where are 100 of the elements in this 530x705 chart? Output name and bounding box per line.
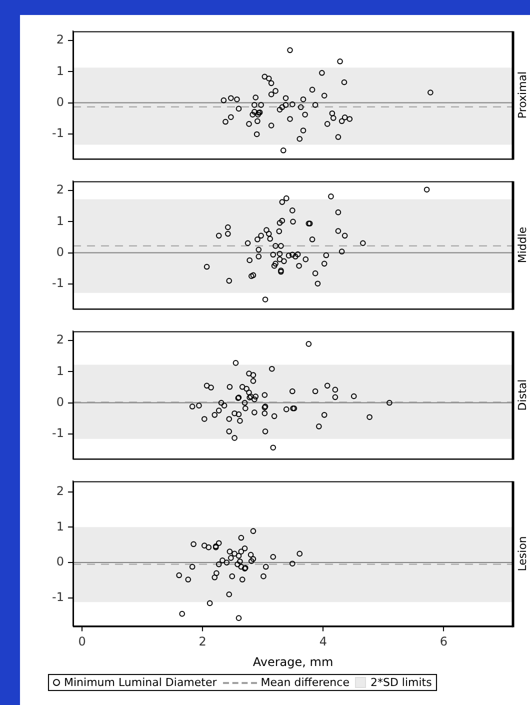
point bbox=[252, 108, 258, 115]
point bbox=[234, 561, 240, 568]
point bbox=[276, 106, 283, 113]
point bbox=[290, 252, 296, 258]
point bbox=[269, 366, 275, 372]
point bbox=[246, 257, 253, 264]
point bbox=[248, 552, 254, 558]
text: Distal bbox=[516, 379, 529, 411]
point bbox=[262, 564, 269, 570]
point bbox=[337, 58, 343, 64]
point bbox=[386, 400, 392, 406]
point bbox=[179, 610, 185, 617]
point bbox=[242, 545, 248, 552]
point bbox=[214, 570, 220, 576]
point bbox=[342, 114, 348, 120]
point bbox=[280, 147, 286, 154]
point bbox=[262, 392, 268, 398]
point bbox=[226, 428, 232, 434]
x-axis-title: Average, mm bbox=[252, 654, 334, 669]
point bbox=[302, 112, 308, 118]
point bbox=[212, 412, 218, 418]
point bbox=[252, 94, 259, 100]
point bbox=[286, 252, 292, 258]
y-tick-label: 1 bbox=[56, 364, 64, 378]
point bbox=[216, 540, 222, 546]
point bbox=[238, 548, 244, 554]
point bbox=[236, 552, 242, 559]
point bbox=[309, 86, 316, 93]
point bbox=[290, 208, 296, 214]
point bbox=[324, 121, 330, 127]
point bbox=[250, 528, 256, 534]
y-tick-label: 2 bbox=[56, 332, 64, 347]
point bbox=[236, 411, 242, 418]
point bbox=[248, 273, 254, 280]
y-tick-label: 1 bbox=[56, 519, 64, 534]
point bbox=[296, 136, 303, 142]
point bbox=[321, 92, 328, 99]
point bbox=[279, 218, 286, 224]
point bbox=[332, 386, 338, 393]
point bbox=[225, 230, 231, 237]
point bbox=[246, 390, 252, 396]
point bbox=[238, 564, 244, 570]
point bbox=[292, 254, 298, 260]
point bbox=[321, 260, 328, 267]
point bbox=[250, 272, 256, 278]
point bbox=[266, 76, 272, 82]
point bbox=[220, 97, 227, 104]
point bbox=[312, 102, 318, 108]
point bbox=[221, 402, 228, 408]
point bbox=[330, 115, 336, 121]
point bbox=[237, 418, 243, 424]
point bbox=[189, 564, 196, 570]
point bbox=[226, 416, 232, 422]
point bbox=[228, 95, 234, 102]
point bbox=[216, 408, 222, 414]
point bbox=[262, 74, 268, 80]
point bbox=[226, 384, 233, 390]
point bbox=[206, 600, 213, 606]
y-tick-label: 1 bbox=[56, 64, 64, 78]
point bbox=[244, 240, 251, 246]
point bbox=[254, 236, 260, 242]
point bbox=[246, 121, 252, 127]
point bbox=[218, 400, 224, 406]
point bbox=[238, 534, 244, 541]
y-tick-label: 2 bbox=[56, 182, 64, 197]
point bbox=[226, 278, 232, 284]
point bbox=[216, 561, 222, 568]
point bbox=[250, 112, 256, 118]
x-tick-label: 6 bbox=[440, 634, 448, 649]
point bbox=[302, 256, 309, 262]
point bbox=[208, 384, 214, 390]
point bbox=[216, 232, 222, 239]
point bbox=[239, 384, 246, 390]
x-tick-label: 4 bbox=[319, 634, 327, 649]
point bbox=[190, 541, 196, 548]
point bbox=[250, 556, 256, 562]
point bbox=[268, 91, 274, 98]
point bbox=[341, 79, 348, 86]
point bbox=[332, 394, 338, 400]
point bbox=[256, 254, 262, 260]
point bbox=[222, 118, 228, 125]
point bbox=[272, 243, 278, 249]
point bbox=[228, 114, 234, 120]
point bbox=[226, 548, 233, 554]
text: Middle bbox=[516, 226, 529, 264]
point bbox=[232, 360, 239, 366]
point bbox=[232, 550, 238, 557]
point bbox=[266, 230, 272, 237]
point bbox=[300, 128, 306, 134]
point bbox=[250, 378, 256, 384]
point bbox=[319, 70, 325, 76]
point bbox=[312, 388, 318, 394]
y-tick-label: -1 bbox=[52, 126, 64, 140]
text: Proximal bbox=[516, 71, 529, 119]
point bbox=[270, 252, 276, 258]
y-tick-label: 0 bbox=[56, 94, 64, 109]
point bbox=[290, 218, 296, 225]
point bbox=[232, 435, 238, 441]
point bbox=[224, 560, 230, 566]
point bbox=[276, 250, 283, 257]
